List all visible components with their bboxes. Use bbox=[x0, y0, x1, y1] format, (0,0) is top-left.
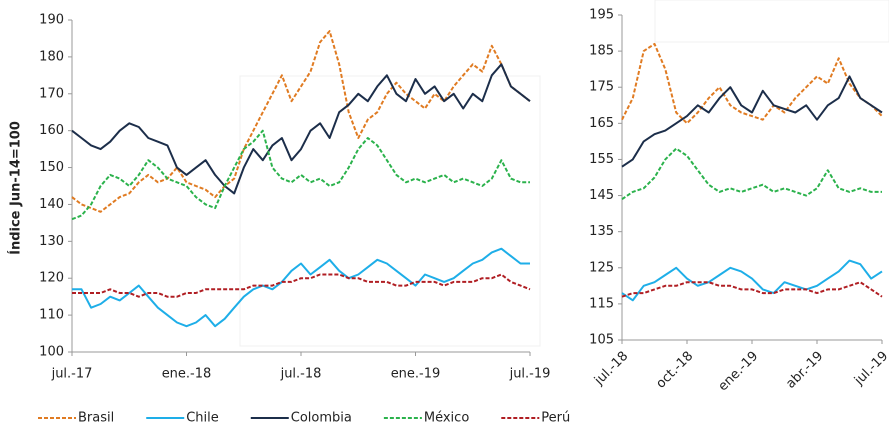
y-tick-label: 145 bbox=[589, 188, 614, 203]
series-line bbox=[71, 129, 530, 221]
legend-label: Chile bbox=[186, 411, 219, 426]
y-tick-label: 100 bbox=[39, 345, 64, 360]
y-tick-label: 180 bbox=[39, 49, 64, 64]
y-tick-label: 150 bbox=[39, 160, 64, 175]
y-tick-label: 185 bbox=[589, 44, 614, 59]
x-tick-label: jul.-19 bbox=[509, 367, 551, 382]
legend-label: Colombia bbox=[291, 411, 352, 426]
series-line bbox=[72, 247, 530, 328]
decor-box bbox=[654, 0, 889, 43]
series-line bbox=[621, 259, 883, 302]
y-tick-label: 120 bbox=[39, 271, 64, 286]
y-tick-label: 125 bbox=[589, 260, 614, 275]
y-tick-label: 195 bbox=[589, 8, 614, 23]
x-tick-label: ene.-18 bbox=[162, 367, 212, 382]
y-axis-label: Índice Jun-14=100 bbox=[8, 121, 24, 255]
y-tick-label: 170 bbox=[39, 86, 64, 101]
y-tick-label: 140 bbox=[39, 197, 64, 212]
series-line bbox=[621, 75, 883, 168]
x-tick-label: ene.-19 bbox=[391, 367, 441, 382]
y-tick-label: 105 bbox=[589, 333, 614, 348]
series-line bbox=[621, 42, 883, 125]
y-tick-label: 115 bbox=[589, 296, 614, 311]
series-line bbox=[621, 281, 883, 298]
y-tick-label: 155 bbox=[589, 152, 614, 167]
legend-label: Perú bbox=[541, 411, 570, 426]
y-tick-label: 160 bbox=[39, 123, 64, 138]
legend-label: México bbox=[424, 411, 469, 426]
y-tick-label: 130 bbox=[39, 234, 64, 249]
decor-box bbox=[239, 75, 541, 347]
legend-label: Brasil bbox=[78, 411, 114, 426]
x-tick-label: jul.-18 bbox=[280, 367, 322, 382]
y-tick-label: 175 bbox=[589, 80, 614, 95]
x-tick-label: jul.-17 bbox=[51, 367, 93, 382]
series-line bbox=[71, 30, 531, 213]
series-line bbox=[72, 273, 531, 298]
series-line bbox=[71, 63, 531, 195]
y-tick-label: 135 bbox=[589, 224, 614, 239]
y-tick-label: 165 bbox=[589, 116, 614, 131]
y-tick-label: 190 bbox=[39, 13, 64, 28]
y-tick-label: 110 bbox=[39, 308, 64, 323]
series-line bbox=[621, 147, 882, 201]
